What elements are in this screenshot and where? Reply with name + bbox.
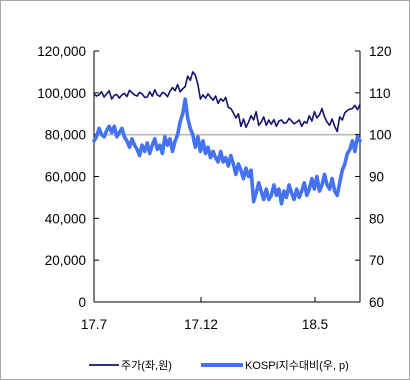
right-tick-label: 110 [369, 86, 391, 101]
right-tick-label: 100 [369, 128, 392, 143]
left-tick-label: 120,000 [37, 44, 86, 59]
left-tick-label: 40,000 [45, 211, 86, 226]
left-tick-label: 0 [78, 295, 86, 310]
legend-label-2: KOSPI지수대비(우, p) [245, 359, 349, 372]
x-tick-label: 18.5 [302, 317, 328, 332]
legend-label-1: 주가(좌,원) [121, 359, 172, 372]
right-tick-label: 90 [369, 170, 384, 185]
left-tick-label: 60,000 [45, 170, 86, 185]
right-tick-label: 120 [369, 44, 392, 59]
x-tick-label: 17.7 [81, 317, 107, 332]
right-tick-label: 60 [369, 295, 384, 310]
left-tick-label: 80,000 [45, 128, 86, 143]
x-tick-label: 17.12 [184, 317, 218, 332]
series-line-2 [92, 97, 362, 206]
left-tick-label: 20,000 [45, 253, 86, 268]
right-tick-label: 70 [369, 253, 384, 268]
series-line-1 [93, 71, 361, 133]
left-tick-label: 100,000 [37, 86, 86, 101]
right-tick-label: 80 [369, 211, 384, 226]
